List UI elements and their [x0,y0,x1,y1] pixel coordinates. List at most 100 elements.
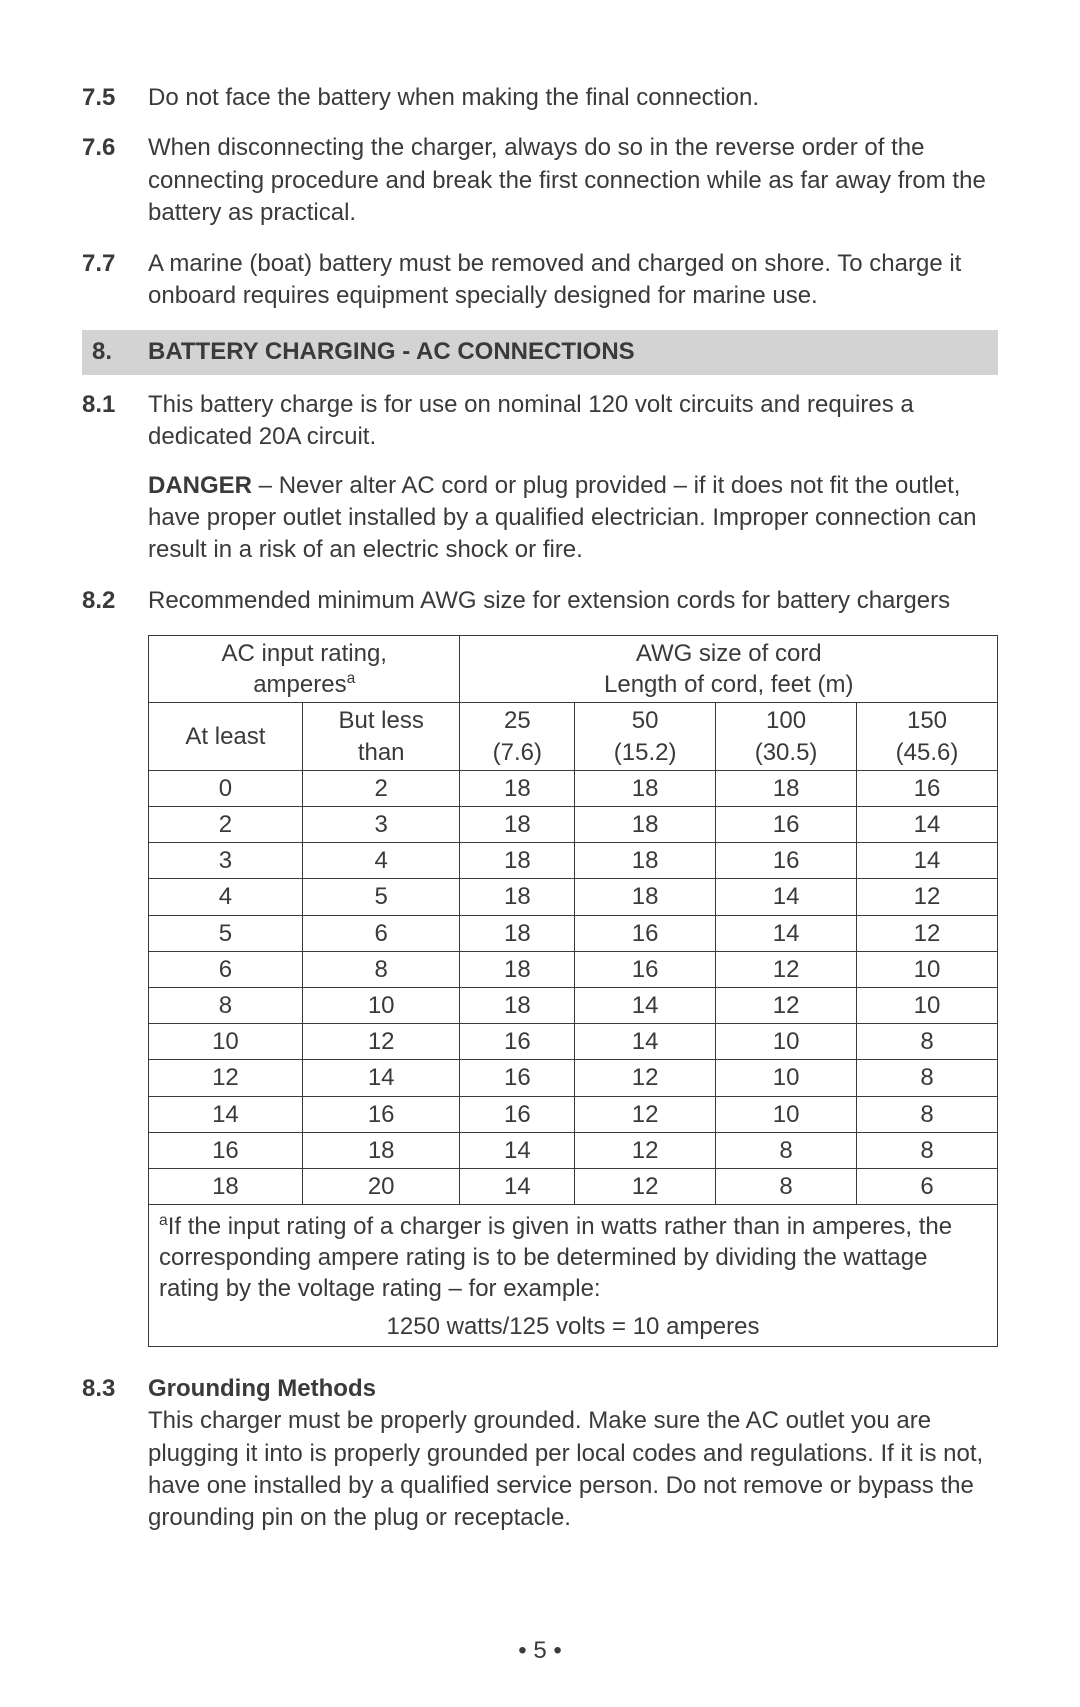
section-8-heading: 8. BATTERY CHARGING - AC CONNECTIONS [82,330,998,374]
table-cell: 8 [857,1096,998,1132]
table-cell: 10 [716,1060,857,1096]
danger-label: DANGER [148,472,252,499]
col-at-least: At least [149,703,303,770]
table-cell: 8 [857,1060,998,1096]
table-cell: 3 [149,843,303,879]
item-8-3: 8.3 Grounding Methods This charger must … [82,1373,998,1535]
table-cell: 2 [302,770,460,806]
item-body: Grounding Methods This charger must be p… [148,1373,998,1535]
table-row: 2318181614 [149,807,998,843]
table-cell: 8 [857,1132,998,1168]
table-cell: 16 [460,1024,575,1060]
list-item: 7.7A marine (boat) battery must be remov… [82,248,998,313]
table-cell: 10 [716,1024,857,1060]
table-cell: 12 [716,987,857,1023]
table-row: 10121614108 [149,1024,998,1060]
item-8-1: 8.1 This battery charge is for use on no… [82,389,998,567]
list-item: 7.6When disconnecting the charger, alway… [82,132,998,229]
table-cell: 18 [575,807,716,843]
table-cell: 3 [302,807,460,843]
table-cell: 10 [149,1024,303,1060]
item-text: This battery charge is for use on nomina… [148,389,998,454]
item-number: 7.5 [82,82,148,114]
table-cell: 14 [149,1096,303,1132]
table-cell: 14 [716,879,857,915]
table-cell: 14 [857,843,998,879]
table-cell: 12 [575,1168,716,1204]
item-text: This charger must be properly grounded. … [148,1405,998,1535]
table-cell: 5 [149,915,303,951]
col-length: 50(15.2) [575,703,716,770]
item-text: Recommended minimum AWG size for extensi… [148,585,998,617]
table-cell: 18 [460,987,575,1023]
table-cell: 2 [149,807,303,843]
table-cell: 0 [149,770,303,806]
table-cell: 10 [302,987,460,1023]
table-cell: 18 [575,879,716,915]
table-row: 6818161210 [149,951,998,987]
table-cell: 10 [857,987,998,1023]
table-cell: 16 [716,843,857,879]
table-footnote-equation: 1250 watts/125 volts = 10 amperes [159,1311,987,1342]
item-text: A marine (boat) battery must be removed … [148,248,998,313]
danger-text: – Never alter AC cord or plug provided –… [148,472,977,564]
table-cell: 18 [460,915,575,951]
table-row: 1618141288 [149,1132,998,1168]
table-cell: 18 [149,1168,303,1204]
awg-table: AC input rating, amperesa AWG size of co… [148,635,998,1347]
table-cell: 16 [575,951,716,987]
table-cell: 18 [575,843,716,879]
item-subheading: Grounding Methods [148,1373,998,1405]
table-cell: 4 [149,879,303,915]
table-cell: 16 [460,1060,575,1096]
table-cell: 18 [716,770,857,806]
table-row: 12141612108 [149,1060,998,1096]
page-number: • 5 • [82,1635,998,1667]
table-row: 0218181816 [149,770,998,806]
item-number: 8.2 [82,585,148,617]
table-cell: 8 [149,987,303,1023]
table-row: 4518181412 [149,879,998,915]
table-cell: 18 [460,879,575,915]
table-header-amperes: AC input rating, amperesa [149,636,460,703]
table-cell: 12 [575,1060,716,1096]
col-length: 25(7.6) [460,703,575,770]
table-cell: 4 [302,843,460,879]
table-footnote: aIf the input rating of a charger is giv… [149,1205,998,1347]
table-cell: 6 [302,915,460,951]
item-number: 7.7 [82,248,148,313]
table-cell: 16 [716,807,857,843]
col-length: 150(45.6) [857,703,998,770]
table-cell: 16 [460,1096,575,1132]
table-row: 14161612108 [149,1096,998,1132]
table-cell: 16 [575,915,716,951]
table-cell: 14 [460,1168,575,1204]
table-cell: 18 [460,807,575,843]
table-row: 81018141210 [149,987,998,1023]
section-title: BATTERY CHARGING - AC CONNECTIONS [148,336,635,368]
table-cell: 5 [302,879,460,915]
table-cell: 8 [716,1168,857,1204]
table-cell: 10 [857,951,998,987]
item-8-2: 8.2 Recommended minimum AWG size for ext… [82,585,998,617]
list-item: 7.5Do not face the battery when making t… [82,82,998,114]
table-cell: 18 [460,951,575,987]
table-cell: 14 [857,807,998,843]
table-cell: 12 [149,1060,303,1096]
table-cell: 16 [302,1096,460,1132]
table-cell: 8 [716,1132,857,1168]
table-cell: 14 [302,1060,460,1096]
table-cell: 10 [716,1096,857,1132]
table-header-awg: AWG size of cord Length of cord, feet (m… [460,636,998,703]
table-cell: 12 [857,879,998,915]
item-text: Do not face the battery when making the … [148,82,998,114]
item-number: 7.6 [82,132,148,229]
col-but-less-than: But lessthan [302,703,460,770]
table-cell: 6 [857,1168,998,1204]
table-cell: 20 [302,1168,460,1204]
table-cell: 12 [575,1132,716,1168]
table-cell: 18 [460,843,575,879]
table-cell: 12 [575,1096,716,1132]
item-number: 8.3 [82,1373,148,1535]
table-cell: 18 [460,770,575,806]
